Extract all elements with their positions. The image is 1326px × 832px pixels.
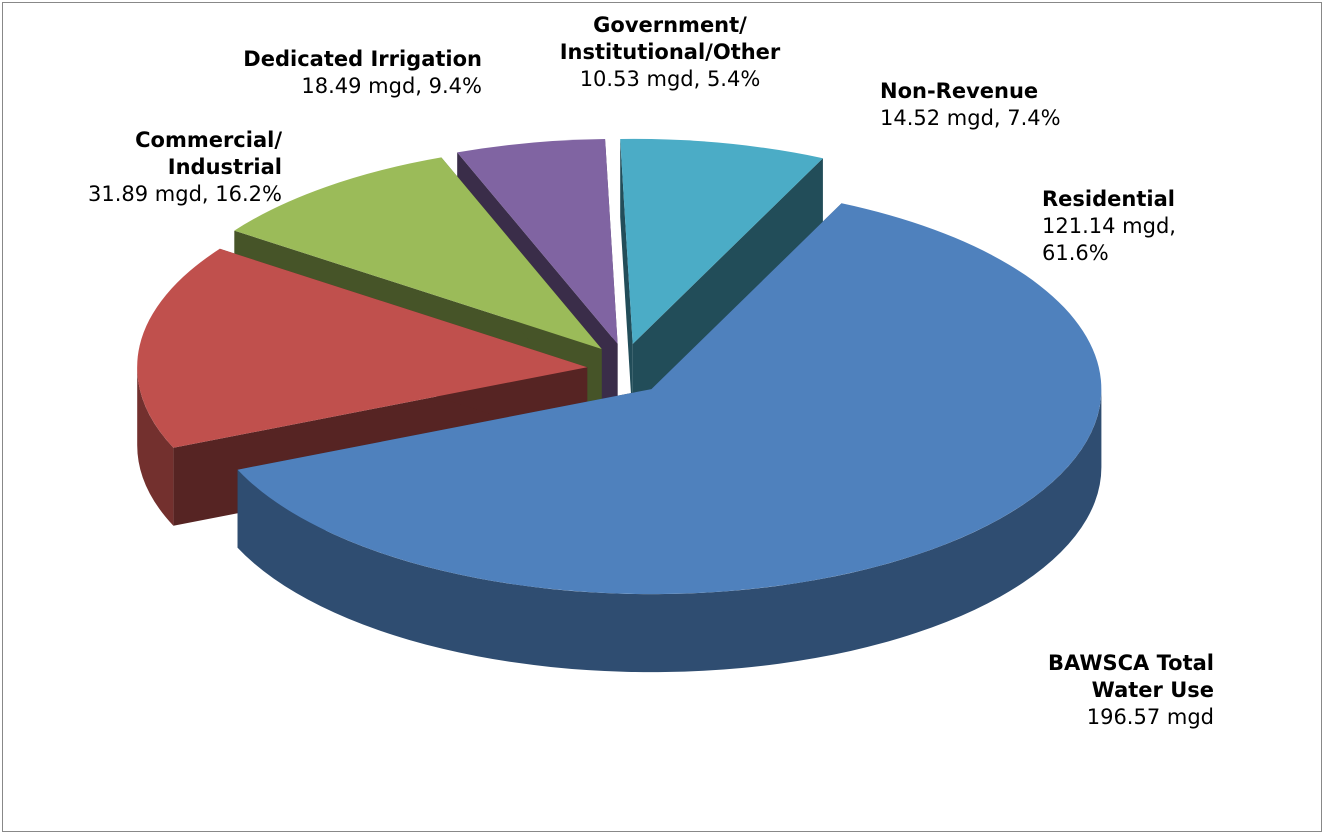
total-box: BAWSCA Total Water Use 196.57 mgd [900,650,1214,731]
slice [620,138,823,344]
slice [234,157,602,349]
slice-wall [137,367,174,526]
slice-name: Dedicated Irrigation [243,47,482,71]
slice-name: Residential [1042,187,1175,211]
slice-wall [237,389,1102,673]
slice-value-label: 31.89 mgd, 16.2% [88,182,282,206]
label-box: Non-Revenue 14.52 mgd, 7.4% [880,78,1180,132]
label-box: Commercial/ Industrial 31.89 mgd, 16.2% [0,127,282,208]
slice [237,203,1102,595]
slice-side [620,139,633,422]
slice-value-label: 121.14 mgd, 61.6% [1042,214,1176,265]
slice [457,139,618,344]
slice-value-label: 10.53 mgd, 5.4% [579,67,761,91]
slice-value-label: 18.49 mgd, 9.4% [301,74,482,98]
label-box: Dedicated Irrigation 18.49 mgd, 9.4% [180,46,482,100]
slice [137,248,588,448]
slice-value-label: 14.52 mgd, 7.4% [880,106,1061,130]
total-label: BAWSCA Total Water Use [1048,651,1214,702]
slice-name: Non-Revenue [880,79,1039,103]
slice-name: Government/ Institutional/Other [559,13,781,64]
label-box: Government/ Institutional/Other 10.53 mgd… [510,12,830,93]
total-label-box: Residential 121.14 mgd, 61.6% [1042,186,1212,267]
slice-name: Commercial/ Industrial [135,128,282,179]
slice-side [632,158,823,422]
total-value: 196.57 mgd [1086,705,1214,729]
